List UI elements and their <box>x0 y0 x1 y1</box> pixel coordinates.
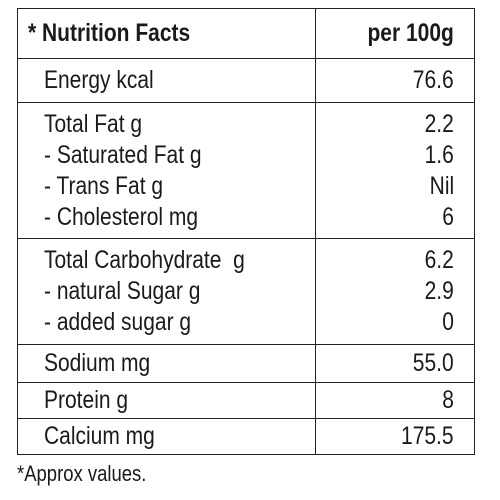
table-row-carbohydrate: Total Carbohydrate g - natural Sugar g -… <box>18 239 474 345</box>
label-cell: Calcium mg <box>44 419 312 454</box>
nutrient-label: - Trans Fat g <box>44 171 164 200</box>
table-row-energy: Energy kcal 76.6 <box>18 59 474 103</box>
nutrient-label: Protein g <box>44 386 129 414</box>
table-title: * Nutrition Facts <box>28 19 191 47</box>
label-cell: Total Carbohydrate g - natural Sugar g -… <box>44 239 312 344</box>
nutrient-value: 76.6 <box>413 66 454 94</box>
nutrient-value: Nil <box>429 171 454 200</box>
nutrient-label: - natural Sugar g <box>44 277 201 305</box>
value-cell: 2.2 1.6 Nil 6 <box>318 103 454 238</box>
nutrient-value: 2.2 <box>424 109 454 138</box>
nutrient-label: - added sugar g <box>44 308 192 336</box>
nutrient-value: 2.9 <box>424 277 454 305</box>
header-title-cell: * Nutrition Facts <box>28 9 296 58</box>
column-divider <box>315 9 316 454</box>
value-cell: 55.0 <box>318 345 454 382</box>
header-column-cell: per 100g <box>318 9 454 58</box>
label-cell: Protein g <box>44 383 312 418</box>
value-cell: 76.6 <box>318 59 454 102</box>
table-row-calcium: Calcium mg 175.5 <box>18 419 474 454</box>
nutrient-value: 1.6 <box>424 140 454 169</box>
nutrient-value: 8 <box>442 386 454 414</box>
nutrient-label: Total Fat g <box>44 109 143 138</box>
value-cell: 6.2 2.9 0 <box>318 239 454 344</box>
table-row-sodium: Sodium mg 55.0 <box>18 345 474 383</box>
nutrient-value: 55.0 <box>413 349 454 377</box>
table-row-fat: Total Fat g - Saturated Fat g - Trans Fa… <box>18 103 474 239</box>
label-cell: Total Fat g - Saturated Fat g - Trans Fa… <box>44 103 312 238</box>
label-cell: Energy kcal <box>44 59 312 102</box>
nutrient-value: 0 <box>442 308 454 336</box>
nutrient-label: - Saturated Fat g <box>44 140 202 169</box>
value-cell: 175.5 <box>318 419 454 454</box>
nutrient-label: Energy kcal <box>44 66 154 94</box>
nutrient-label: Sodium mg <box>44 349 151 377</box>
nutrient-value: 6 <box>442 202 454 231</box>
label-cell: Sodium mg <box>44 345 312 382</box>
nutrient-label: - Cholesterol mg <box>44 202 199 231</box>
table-header-row: * Nutrition Facts per 100g <box>18 9 474 59</box>
nutrient-value: 175.5 <box>401 422 454 450</box>
nutrition-facts-table: * Nutrition Facts per 100g Energy kcal 7… <box>17 8 475 455</box>
footnote: *Approx values. <box>17 461 147 486</box>
column-heading: per 100g <box>367 19 454 47</box>
nutrient-value: 6.2 <box>424 246 454 274</box>
nutrient-label: Calcium mg <box>44 422 155 450</box>
table-row-protein: Protein g 8 <box>18 383 474 419</box>
nutrient-label: Total Carbohydrate g <box>44 246 245 274</box>
value-cell: 8 <box>318 383 454 418</box>
